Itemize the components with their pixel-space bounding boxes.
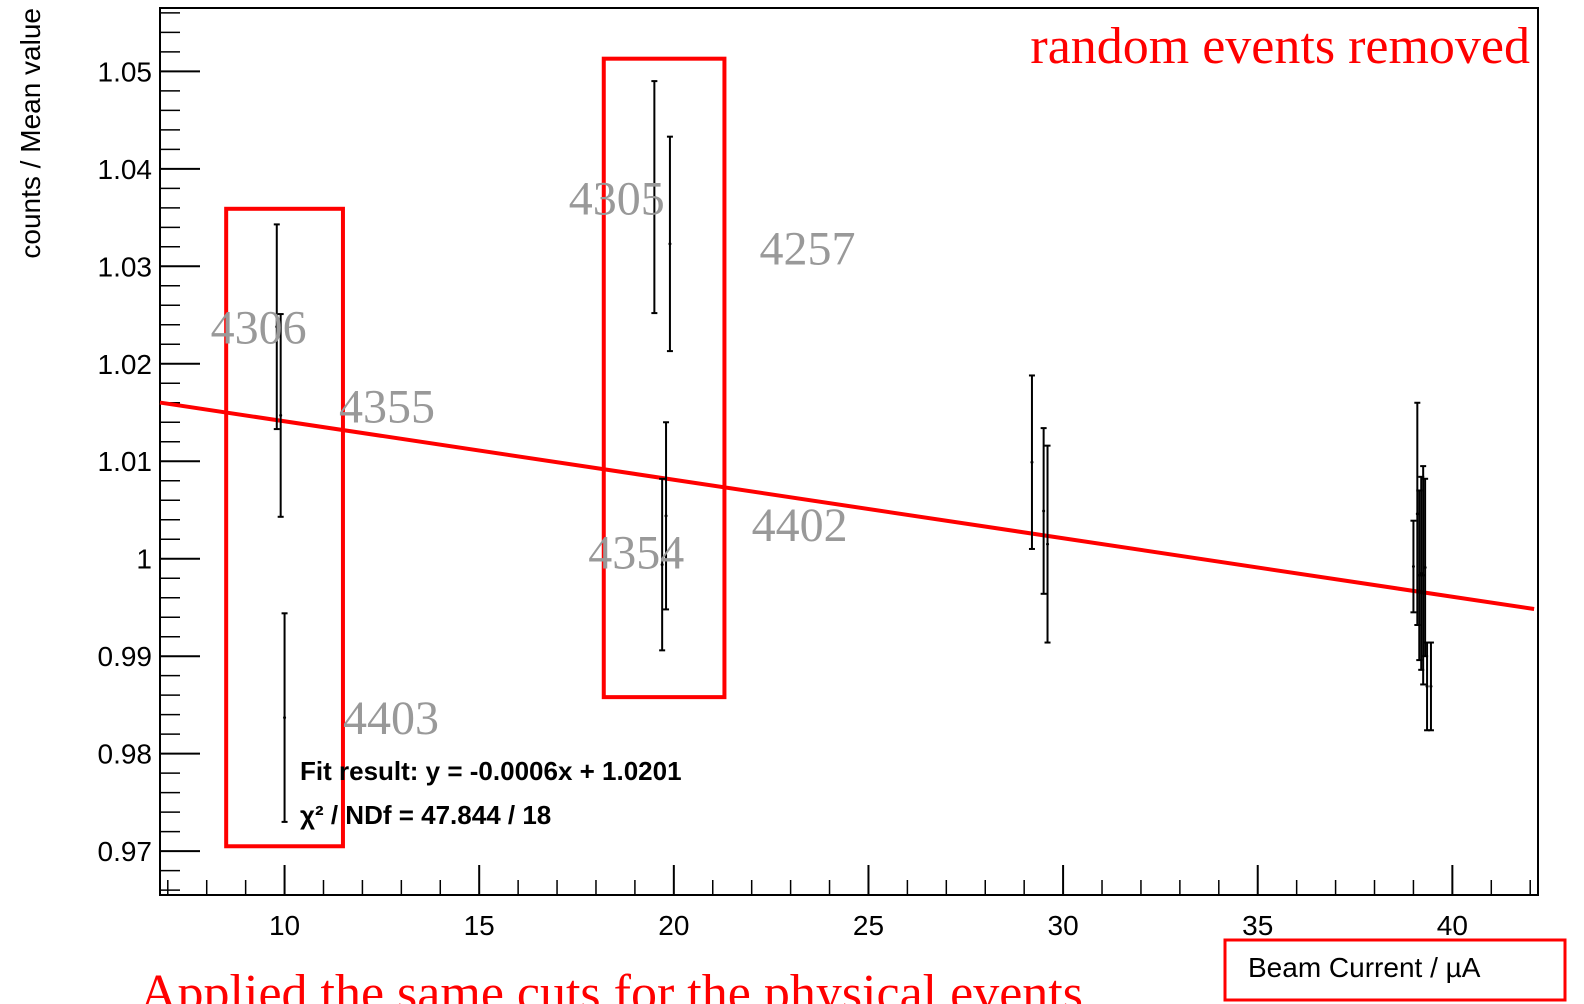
point-marker: [1042, 509, 1046, 513]
point-marker: [1425, 684, 1429, 688]
fit-chi2-text: χ² / NDf = 47.844 / 18: [300, 800, 551, 830]
x-tick-label: 20: [658, 910, 689, 941]
point-marker: [668, 242, 672, 246]
point-marker: [1415, 512, 1419, 516]
point-marker: [279, 413, 283, 417]
point-marker: [1429, 684, 1433, 688]
data-point: [659, 477, 666, 652]
point-marker: [1411, 565, 1415, 569]
point-marker: [275, 325, 279, 329]
y-tick-label: 1.04: [98, 154, 153, 185]
point-marker: [1030, 460, 1034, 464]
y-tick-label: 0.97: [98, 836, 153, 867]
run-labels: 4306 4355 4403 4305 4257 4354 4402: [211, 173, 856, 746]
point-marker: [652, 195, 656, 199]
y-tick-label: 1.02: [98, 349, 153, 380]
x-tick-label: 35: [1242, 910, 1273, 941]
y-tick-label: 1: [136, 544, 152, 575]
data-point: [1420, 465, 1427, 686]
data-point: [651, 80, 658, 315]
y-tick-label: 0.98: [98, 739, 153, 770]
fit-result-text: Fit result: y = -0.0006x + 1.0201: [300, 756, 682, 786]
point-marker: [1423, 565, 1427, 569]
run-label: 4305: [569, 173, 665, 226]
point-marker: [660, 563, 664, 567]
run-label: 4354: [588, 526, 684, 579]
x-axis: 10 15 20 25 30 35 40: [167, 865, 1531, 941]
y-axis: 0.97 0.98 0.99 1 1.01 1.02 1.03 1.04 1.05: [98, 12, 200, 891]
data-point: [1410, 519, 1417, 614]
point-marker: [1419, 571, 1423, 575]
data-point: [281, 612, 288, 823]
data-point: [277, 313, 284, 518]
y-tick-label: 1.05: [98, 56, 153, 87]
point-marker: [664, 514, 668, 518]
x-tick-label: 10: [269, 910, 300, 941]
point-marker: [1046, 542, 1050, 546]
y-axis-title: counts / Mean value: [15, 8, 46, 259]
x-tick-label: 25: [853, 910, 884, 941]
run-label: 4306: [211, 301, 307, 354]
data-point: [1028, 374, 1035, 550]
data-point: [1427, 641, 1434, 732]
highlight-boxes: [224, 56, 727, 849]
data-point: [273, 223, 280, 431]
x-tick-label: 40: [1437, 910, 1468, 941]
fit-line: [159, 400, 1535, 611]
fit-line-group: [159, 400, 1535, 611]
data-point: [1040, 427, 1047, 595]
run-label: 4257: [759, 222, 855, 275]
data-point: [1044, 444, 1051, 644]
data-point: [666, 135, 673, 353]
x-axis-title-box: [1223, 938, 1567, 1002]
highlight-box: [224, 206, 345, 849]
y-tick-label: 0.99: [98, 641, 153, 672]
annotation-top-right: random events removed: [1030, 18, 1530, 75]
plot-frame: [159, 7, 1539, 896]
data-point: [663, 421, 670, 611]
run-label: 4355: [339, 380, 435, 433]
point-marker: [283, 716, 287, 720]
data-points: [273, 80, 1434, 823]
annotation-bottom: Applied the same cuts for the physical e…: [140, 965, 1083, 1004]
highlight-box: [601, 56, 727, 700]
x-axis-title: Beam Current / µA: [1248, 952, 1481, 983]
point-marker: [1417, 573, 1421, 577]
run-label: 4403: [343, 692, 439, 745]
x-tick-label: 30: [1048, 910, 1079, 941]
run-label: 4402: [752, 499, 848, 552]
y-tick-label: 1.03: [98, 251, 153, 282]
y-tick-label: 1.01: [98, 446, 153, 477]
point-marker: [1421, 573, 1425, 577]
x-tick-label: 15: [464, 910, 495, 941]
